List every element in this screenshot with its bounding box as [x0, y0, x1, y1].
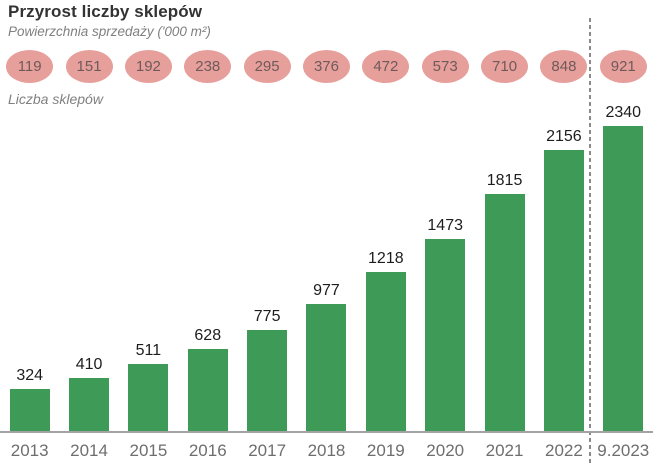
bar-column: 628: [178, 327, 237, 431]
bar-column: 1815: [475, 172, 534, 431]
sales-area-bubble-slot: 295: [237, 50, 296, 83]
bar-column: 324: [0, 367, 59, 431]
sales-area-bubble-slot: 472: [356, 50, 415, 83]
bars-row: 324 410 511 628 775 977 1218 1473 1815 2156 2340: [0, 104, 653, 431]
bar: [128, 364, 169, 431]
bar-column: 2340: [594, 104, 653, 431]
sales-area-bubble-slot: 192: [119, 50, 178, 83]
bar-value-label: 324: [16, 367, 44, 384]
bar-value-label: 2340: [605, 104, 642, 121]
bar-column: 2156: [534, 128, 593, 431]
sales-area-bubble: 848: [540, 50, 588, 83]
sales-area-series-label: Powierzchnia sprzedaży ('000 m²): [8, 24, 211, 39]
x-axis-tick-label: 2016: [188, 441, 227, 460]
sales-area-bubble-slot: 573: [416, 50, 475, 83]
bar-value-label: 1815: [486, 172, 523, 189]
x-axis-tick-label: 2021: [485, 441, 524, 460]
sales-area-bubble-slot: 119: [0, 50, 59, 83]
x-axis-labels-row: 2013 2014 2015 2016 2017 2018 2019 2020 2021 2022…: [0, 441, 653, 461]
bar: [69, 378, 110, 431]
sales-area-bubble-slot: 710: [475, 50, 534, 83]
sales-area-bubble: 295: [243, 50, 291, 83]
bar-value-label: 775: [253, 308, 281, 325]
x-axis-tick-label: 9.2023: [597, 441, 650, 460]
bar: [306, 304, 347, 431]
bar-column: 1473: [416, 217, 475, 431]
sales-area-bubble: 472: [362, 50, 410, 83]
x-axis-tick-label: 2020: [426, 441, 465, 460]
x-axis-tick-label: 2015: [129, 441, 168, 460]
store-count-series-label: Liczba sklepów: [8, 91, 103, 107]
bar: [247, 330, 288, 431]
bar-column: 1218: [356, 250, 415, 431]
sales-area-bubble-slot: 848: [534, 50, 593, 83]
chart-title: Przyrost liczby sklepów: [8, 2, 203, 21]
bar-column: 511: [119, 342, 178, 431]
forecast-separator-dashed-line: [589, 18, 591, 465]
sales-area-bubble-slot: 921: [594, 50, 653, 83]
x-axis-tick-label: 2018: [307, 441, 346, 460]
bar-column: 410: [59, 356, 118, 431]
bar: [543, 150, 584, 431]
bar: [365, 272, 406, 431]
sales-area-bubble: 119: [6, 50, 54, 83]
sales-area-bubbles-row: 119 151 192 238 295 376 472 573 710 848 921: [0, 50, 653, 83]
bar-column: 775: [237, 308, 296, 431]
x-axis-tick-label: 2022: [545, 441, 583, 460]
x-axis-line: [0, 431, 653, 433]
sales-area-bubble-slot: 376: [297, 50, 356, 83]
bar: [425, 239, 466, 431]
bar: [9, 389, 50, 431]
bar-value-label: 410: [75, 356, 103, 373]
sales-area-bubble-slot: 238: [178, 50, 237, 83]
sales-area-bubble: 192: [124, 50, 172, 83]
sales-area-bubble-slot: 151: [59, 50, 118, 83]
bar-column: 977: [297, 282, 356, 431]
sales-area-bubble: 151: [65, 50, 113, 83]
bar-value-label: 1218: [368, 250, 404, 267]
bar-value-label: 2156: [546, 128, 582, 145]
sales-area-bubble: 573: [421, 50, 469, 83]
x-axis-tick-label: 2013: [10, 441, 49, 460]
bar-value-label: 628: [194, 327, 222, 344]
bar-value-label: 511: [135, 342, 162, 359]
sales-area-bubble: 238: [184, 50, 232, 83]
bar-value-label: 977: [313, 282, 340, 299]
bar-value-label: 1473: [427, 217, 463, 234]
bar: [603, 126, 644, 431]
sales-area-bubble: 710: [481, 50, 529, 83]
sales-area-bubble: 376: [302, 50, 350, 83]
x-axis-tick-label: 2017: [248, 441, 287, 460]
x-axis-tick-label: 2019: [366, 441, 405, 460]
bar: [187, 349, 228, 431]
sales-area-bubble: 921: [599, 50, 647, 83]
x-axis-tick-label: 2014: [70, 441, 108, 460]
bar: [484, 194, 525, 431]
